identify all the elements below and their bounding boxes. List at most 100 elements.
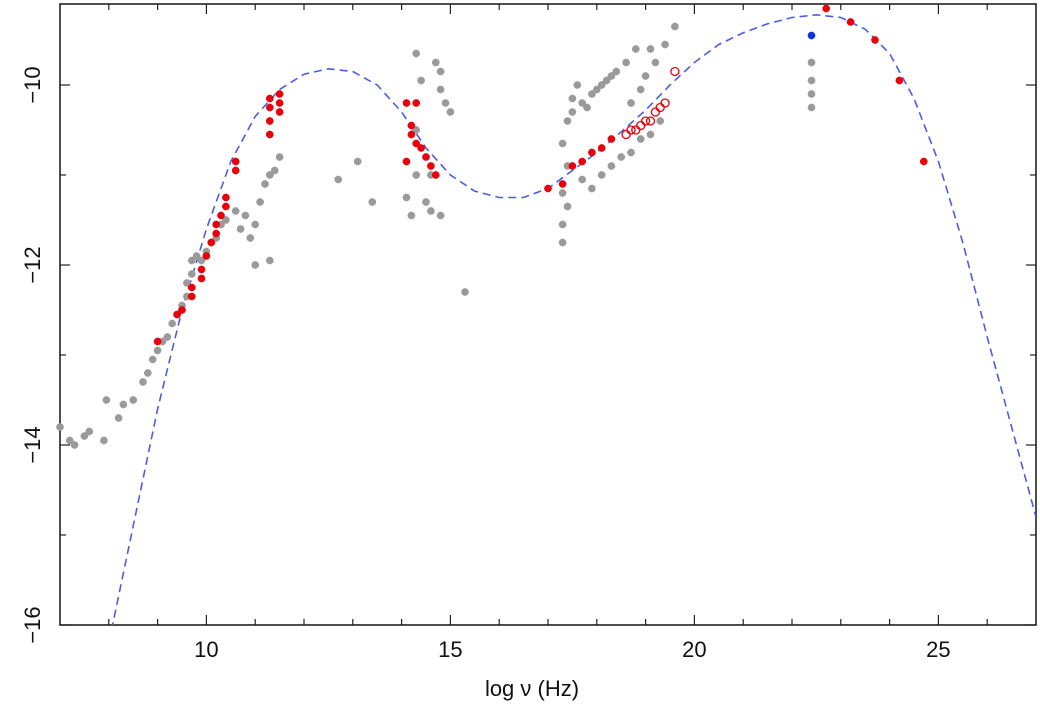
simultaneous-red-filled-point bbox=[597, 144, 606, 152]
simultaneous-red-filled-point bbox=[197, 265, 206, 274]
archival-grey-filled-point bbox=[641, 72, 650, 80]
archival-grey-filled-point bbox=[661, 40, 669, 49]
simultaneous-red-filled-point bbox=[895, 76, 904, 85]
archival-grey-filled-point bbox=[100, 436, 108, 445]
archival-grey-filled-point bbox=[241, 211, 250, 220]
archival-grey-filled-point bbox=[246, 234, 255, 242]
x-tick-label: 15 bbox=[438, 637, 462, 662]
simultaneous-red-filled-point bbox=[173, 310, 181, 319]
simultaneous-red-filled-point bbox=[202, 252, 211, 260]
archival-grey-filled-point bbox=[412, 49, 421, 58]
simultaneous-red-filled-point bbox=[275, 99, 284, 107]
simultaneous-red-filled-point bbox=[187, 283, 196, 292]
archival-grey-filled-point bbox=[256, 198, 264, 206]
simultaneous-red-open-point bbox=[670, 66, 680, 77]
simultaneous-red-filled-point bbox=[231, 157, 240, 166]
archival-grey-filled-point bbox=[353, 157, 362, 166]
archival-grey-filled-point bbox=[407, 211, 416, 220]
archival-grey-filled-point bbox=[422, 198, 430, 206]
y-tick-label: −14 bbox=[20, 426, 45, 463]
archival-grey-filled-point bbox=[588, 90, 596, 98]
archival-grey-filled-point bbox=[436, 67, 445, 76]
archival-grey-filled-point bbox=[573, 81, 582, 89]
archival-grey-filled-point bbox=[607, 72, 616, 80]
simultaneous-red-filled-point bbox=[187, 292, 196, 301]
archival-grey-filled-point bbox=[143, 369, 152, 377]
archival-grey-filled-point bbox=[168, 319, 177, 328]
simultaneous-red-filled-point bbox=[153, 337, 162, 346]
plot-frame bbox=[59, 3, 1037, 626]
archival-grey-filled-point bbox=[592, 85, 601, 94]
archival-grey-filled-point bbox=[631, 45, 640, 53]
archival-grey-filled-point bbox=[431, 58, 440, 67]
simultaneous-red-filled-point bbox=[919, 157, 928, 166]
simultaneous-red-filled-point bbox=[427, 162, 435, 170]
archival-grey-filled-point bbox=[251, 261, 260, 269]
archival-grey-filled-point bbox=[656, 117, 665, 125]
archival-grey-filled-point bbox=[192, 252, 201, 260]
x-axis: 10 15 20 25 bbox=[108, 4, 988, 662]
archival-grey-filled-point bbox=[129, 396, 138, 404]
archival-grey-filled-point bbox=[807, 58, 816, 67]
simultaneous-red-filled-point bbox=[212, 220, 221, 229]
archival-grey-filled-point bbox=[588, 184, 596, 193]
archival-grey-filled-point bbox=[646, 130, 655, 139]
simultaneous-red-open-point bbox=[650, 107, 661, 117]
archival-grey-filled-point bbox=[85, 427, 94, 436]
archival-grey-filled-point bbox=[80, 432, 89, 440]
simultaneous-red-filled-point bbox=[222, 202, 230, 211]
y-tick-label: −16 bbox=[20, 606, 45, 643]
simultaneous-red-filled-point bbox=[588, 148, 596, 157]
y-tick-label: −12 bbox=[20, 246, 45, 283]
archival-grey-filled-point bbox=[402, 193, 411, 202]
simultaneous-red-filled-point bbox=[412, 139, 421, 148]
archival-grey-filled-point bbox=[417, 76, 425, 85]
simultaneous-red-filled-point bbox=[402, 157, 411, 166]
archival-grey-filled-point bbox=[222, 216, 230, 224]
archival-grey-filled-point bbox=[558, 139, 567, 148]
simultaneous-red-filled-point bbox=[846, 18, 855, 26]
simultaneous-red-filled-point bbox=[822, 4, 831, 13]
simultaneous-red-filled-point bbox=[558, 180, 567, 188]
model-curve bbox=[111, 13, 1036, 625]
simultaneous-red-filled-point bbox=[207, 238, 216, 247]
archival-grey-filled-point bbox=[461, 288, 469, 296]
archival-grey-filled-point bbox=[163, 333, 172, 341]
archival-grey-filled-point bbox=[651, 58, 660, 67]
archival-grey-filled-point bbox=[114, 414, 123, 422]
gamma-blue-filled-point bbox=[807, 31, 816, 40]
simultaneous-red-filled-point bbox=[417, 144, 425, 152]
simultaneous-red-filled-point bbox=[265, 94, 274, 103]
archival-grey-filled-point bbox=[270, 166, 279, 175]
simultaneous-red-filled-point bbox=[871, 36, 879, 44]
archival-grey-filled-point bbox=[563, 117, 572, 125]
simultaneous-red-filled-point bbox=[412, 99, 421, 107]
simultaneous-red-filled-point bbox=[212, 229, 221, 238]
archival-grey-filled-point bbox=[139, 378, 147, 386]
archival-grey-filled-point bbox=[231, 207, 240, 215]
archival-grey-filled-point bbox=[602, 76, 611, 85]
archival-grey-filled-point bbox=[558, 189, 567, 197]
simultaneous-red-filled-point bbox=[544, 184, 552, 193]
simultaneous-red-open-point bbox=[645, 116, 656, 126]
data-points-layer bbox=[56, 4, 928, 449]
archival-grey-filled-point bbox=[412, 126, 421, 134]
archival-grey-filled-point bbox=[148, 355, 157, 364]
archival-grey-filled-point bbox=[441, 99, 450, 107]
simultaneous-red-open-point bbox=[640, 116, 651, 126]
simultaneous-red-open-point bbox=[660, 98, 670, 108]
y-axis: −16 −14 −12 −10 bbox=[20, 66, 1036, 644]
simultaneous-red-filled-point bbox=[231, 166, 240, 175]
simultaneous-red-open-point bbox=[621, 129, 631, 140]
simultaneous-red-open-point bbox=[631, 125, 641, 135]
archival-grey-filled-point bbox=[197, 256, 206, 265]
archival-grey-filled-point bbox=[597, 81, 606, 89]
archival-grey-filled-point bbox=[119, 400, 128, 409]
archival-grey-filled-point bbox=[558, 220, 567, 229]
simultaneous-red-open-point bbox=[655, 102, 665, 113]
simultaneous-red-filled-point bbox=[197, 274, 206, 283]
archival-grey-filled-point bbox=[617, 153, 626, 161]
archival-grey-filled-point bbox=[183, 279, 191, 287]
simultaneous-red-filled-point bbox=[578, 157, 587, 166]
archival-grey-filled-point bbox=[275, 153, 284, 161]
